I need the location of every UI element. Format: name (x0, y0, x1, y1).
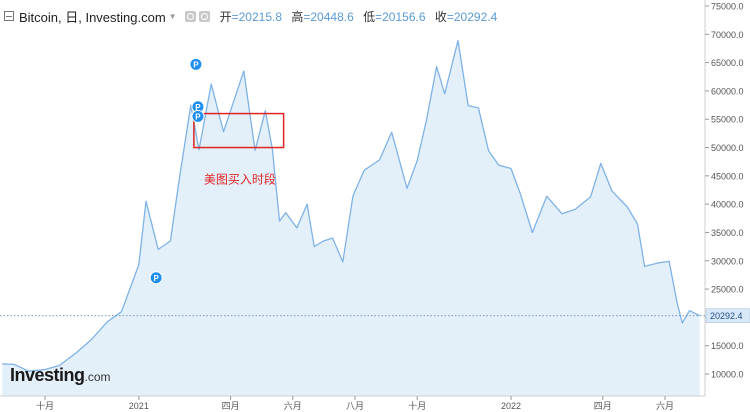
high-label: 高 (291, 9, 304, 24)
close-value: =20292.4 (446, 9, 498, 24)
low-label: 低 (363, 9, 376, 24)
y-tick-label: 15000.0 (711, 341, 744, 351)
y-tick-label: 40000.0 (711, 200, 744, 210)
p-marker-label: P (195, 103, 201, 112)
buy-period-box (193, 112, 285, 149)
open-value: =20215.8 (231, 9, 282, 24)
y-tick-label: 35000.0 (711, 228, 744, 238)
p-marker-label: P (153, 274, 159, 283)
x-tick-label: 六月 (284, 400, 302, 411)
y-tick-label: 10000.0 (711, 370, 744, 380)
collapse-icon[interactable] (4, 11, 14, 21)
investing-logo: Investing.com (10, 365, 111, 386)
x-tick-label: 四月 (594, 401, 612, 411)
logo-brand: Investing (10, 365, 85, 385)
instrument-title[interactable]: Bitcoin, 日, Investing.com (19, 9, 166, 25)
y-tick-label: 25000.0 (711, 285, 744, 295)
low-value: =20156.6 (375, 9, 426, 24)
p-marker-icon (191, 109, 205, 123)
x-tick-label: 2022 (501, 401, 521, 411)
ohlc-readout: 开=20215.8 高=20448.6 低=20156.6 收=20292.4 (220, 8, 504, 25)
series-line (2, 39, 700, 372)
close-label: 收 (434, 9, 447, 24)
y-tick-label: 45000.0 (711, 171, 744, 181)
high-value: =20448.6 (303, 9, 354, 24)
y-tick-label: 55000.0 (711, 115, 744, 125)
chart-header: Bitcoin, 日, Investing.com ▼ 开=20215.8 高=… (4, 8, 504, 25)
open-label: 开 (219, 9, 232, 24)
p-marker-label: P (193, 60, 199, 69)
p-marker-label: P (195, 112, 201, 121)
y-tick-label: 65000.0 (711, 58, 744, 68)
x-tick-label: 十月 (408, 400, 426, 411)
chevron-down-icon[interactable]: ▼ (168, 11, 177, 21)
x-tick-label: 六月 (656, 400, 674, 411)
y-tick-label: 75000.0 (711, 2, 744, 12)
x-tick-label: 2021 (129, 401, 149, 411)
settings-icon[interactable] (184, 10, 196, 22)
x-tick-label: 八月 (346, 401, 364, 411)
series-area (2, 40, 700, 396)
buy-period-label: 美图买入时段 (204, 172, 276, 187)
current-price-label: 20292.4 (710, 311, 743, 321)
current-price-tag (705, 308, 750, 323)
y-tick-label: 70000.0 (711, 30, 744, 40)
x-tick-label: 四月 (222, 401, 240, 411)
logo-tld: .com (84, 370, 111, 384)
x-tick-label: 十月 (36, 400, 54, 411)
y-tick-label: 50000.0 (711, 143, 744, 153)
y-tick-label: 30000.0 (711, 256, 744, 266)
indicator-icon[interactable] (198, 10, 210, 22)
p-marker-icon (189, 57, 203, 71)
p-marker-icon (149, 271, 163, 285)
y-tick-label: 60000.0 (711, 86, 744, 96)
